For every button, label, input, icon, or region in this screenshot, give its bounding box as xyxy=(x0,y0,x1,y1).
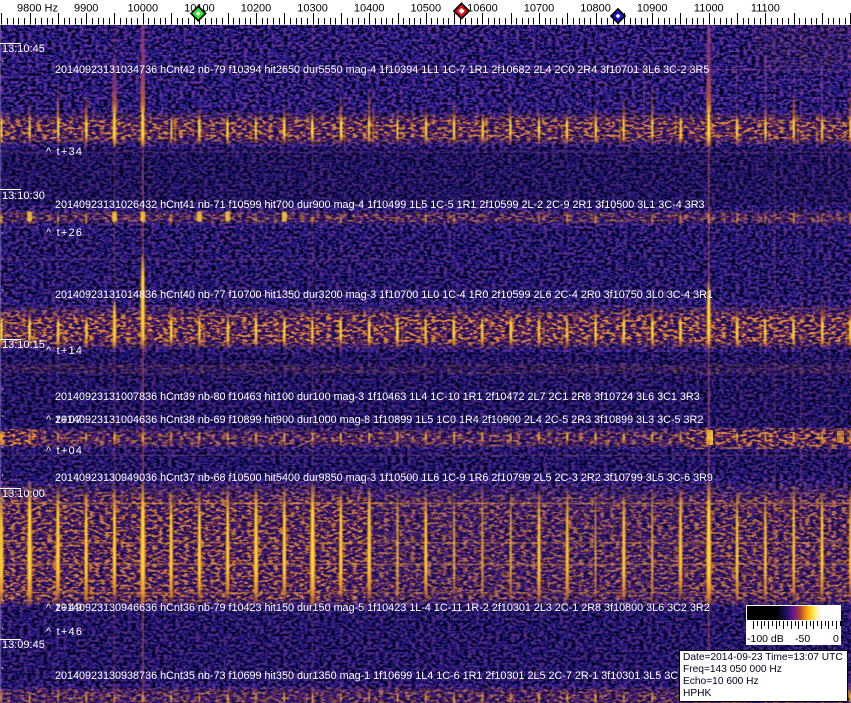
svg-text:11100: 11100 xyxy=(751,3,780,15)
svg-text:10400: 10400 xyxy=(354,3,385,15)
svg-text:10700: 10700 xyxy=(524,3,555,15)
svg-text:10500: 10500 xyxy=(411,3,442,15)
svg-text:10800: 10800 xyxy=(580,3,611,15)
svg-text:9900: 9900 xyxy=(74,3,98,15)
svg-text:10200: 10200 xyxy=(241,3,272,15)
svg-text:9800 Hz: 9800 Hz xyxy=(17,3,58,15)
svg-text:11000: 11000 xyxy=(694,3,724,15)
svg-text:10600: 10600 xyxy=(467,3,498,15)
svg-text:10900: 10900 xyxy=(637,3,668,15)
svg-text:10300: 10300 xyxy=(297,3,328,15)
svg-text:10000: 10000 xyxy=(128,3,159,15)
